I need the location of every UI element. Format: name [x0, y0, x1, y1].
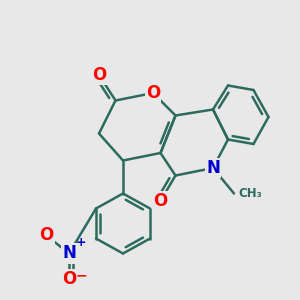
Text: O: O — [39, 226, 54, 244]
Text: O: O — [62, 270, 76, 288]
Text: O: O — [146, 84, 160, 102]
Text: N: N — [62, 244, 76, 262]
Text: O: O — [92, 66, 106, 84]
Text: −: − — [76, 268, 87, 282]
Text: +: + — [76, 236, 86, 249]
Text: N: N — [206, 159, 220, 177]
Text: O: O — [153, 192, 168, 210]
Text: CH₃: CH₃ — [238, 187, 262, 200]
